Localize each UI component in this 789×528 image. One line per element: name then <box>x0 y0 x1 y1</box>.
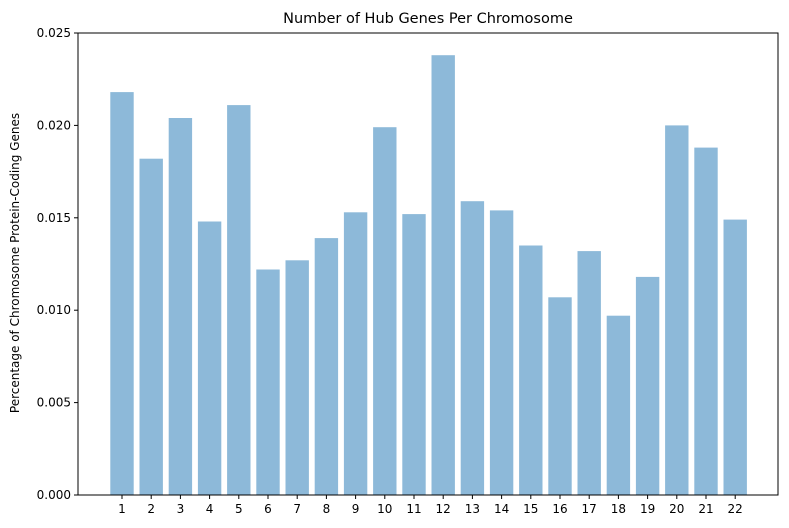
bar-chr-12 <box>431 55 455 495</box>
bar-chr-7 <box>285 260 309 495</box>
x-tick-label: 1 <box>118 502 126 516</box>
y-axis: 0.000 0.005 0.010 0.015 0.020 0.025 <box>37 26 78 502</box>
bar-chr-18 <box>606 315 631 495</box>
x-tick-label: 17 <box>582 502 597 516</box>
x-tick-label: 11 <box>406 502 421 516</box>
x-tick-label: 18 <box>611 502 626 516</box>
bar-chr-2 <box>139 158 163 495</box>
x-tick-label: 3 <box>177 502 185 516</box>
bar-chr-22 <box>723 219 747 495</box>
x-tick-label: 2 <box>147 502 155 516</box>
x-tick-label: 19 <box>640 502 655 516</box>
bar-chr-10 <box>373 127 397 495</box>
x-tick-label: 6 <box>264 502 272 516</box>
bar-chr-16 <box>548 297 572 495</box>
y-axis-title: Percentage of Chromosome Protein-Coding … <box>8 113 22 413</box>
x-tick-label: 8 <box>323 502 331 516</box>
x-tick-label: 9 <box>352 502 360 516</box>
bar-chr-20 <box>665 125 689 496</box>
chart-title: Number of Hub Genes Per Chromosome <box>283 11 573 27</box>
bar-chr-14 <box>489 210 514 495</box>
bar-chr-8 <box>314 238 339 495</box>
x-axis: 1 2 3 4 5 6 7 8 9 10 11 12 13 14 15 16 17 18 19 20 21 22 <box>118 495 743 516</box>
bar-chr-1 <box>110 92 134 495</box>
y-tick-label: 0.015 <box>37 211 71 225</box>
bar-chr-19 <box>635 276 660 495</box>
x-tick-label: 14 <box>494 502 509 516</box>
y-tick-label: 0.005 <box>37 396 71 410</box>
x-tick-label: 7 <box>293 502 301 516</box>
bar-chr-9 <box>343 212 368 496</box>
x-tick-label: 21 <box>698 502 713 516</box>
x-tick-label: 15 <box>523 502 538 516</box>
x-tick-label: 22 <box>728 502 743 516</box>
y-tick-label: 0.020 <box>37 118 71 132</box>
bar-chr-15 <box>519 245 543 495</box>
x-tick-label: 16 <box>552 502 567 516</box>
bar-chr-11 <box>402 214 426 495</box>
bar-chr-5 <box>227 105 251 495</box>
x-tick-label: 10 <box>377 502 392 516</box>
plot-frame <box>77 32 779 496</box>
x-tick-label: 13 <box>465 502 480 516</box>
y-tick-label: 0.010 <box>37 303 71 317</box>
x-tick-label: 12 <box>436 502 451 516</box>
y-tick-label: 0.000 <box>37 488 71 502</box>
bar-chr-17 <box>577 251 601 495</box>
y-tick-label: 0.025 <box>37 26 71 40</box>
bars-group <box>110 55 747 496</box>
x-tick-label: 5 <box>235 502 243 516</box>
x-tick-label: 20 <box>669 502 684 516</box>
bar-chr-4 <box>197 221 222 495</box>
bar-chr-3 <box>168 118 193 495</box>
x-tick-label: 4 <box>206 502 214 516</box>
bar-chr-21 <box>694 147 718 495</box>
bar-chr-6 <box>256 269 280 495</box>
bar-chr-13 <box>460 201 485 495</box>
